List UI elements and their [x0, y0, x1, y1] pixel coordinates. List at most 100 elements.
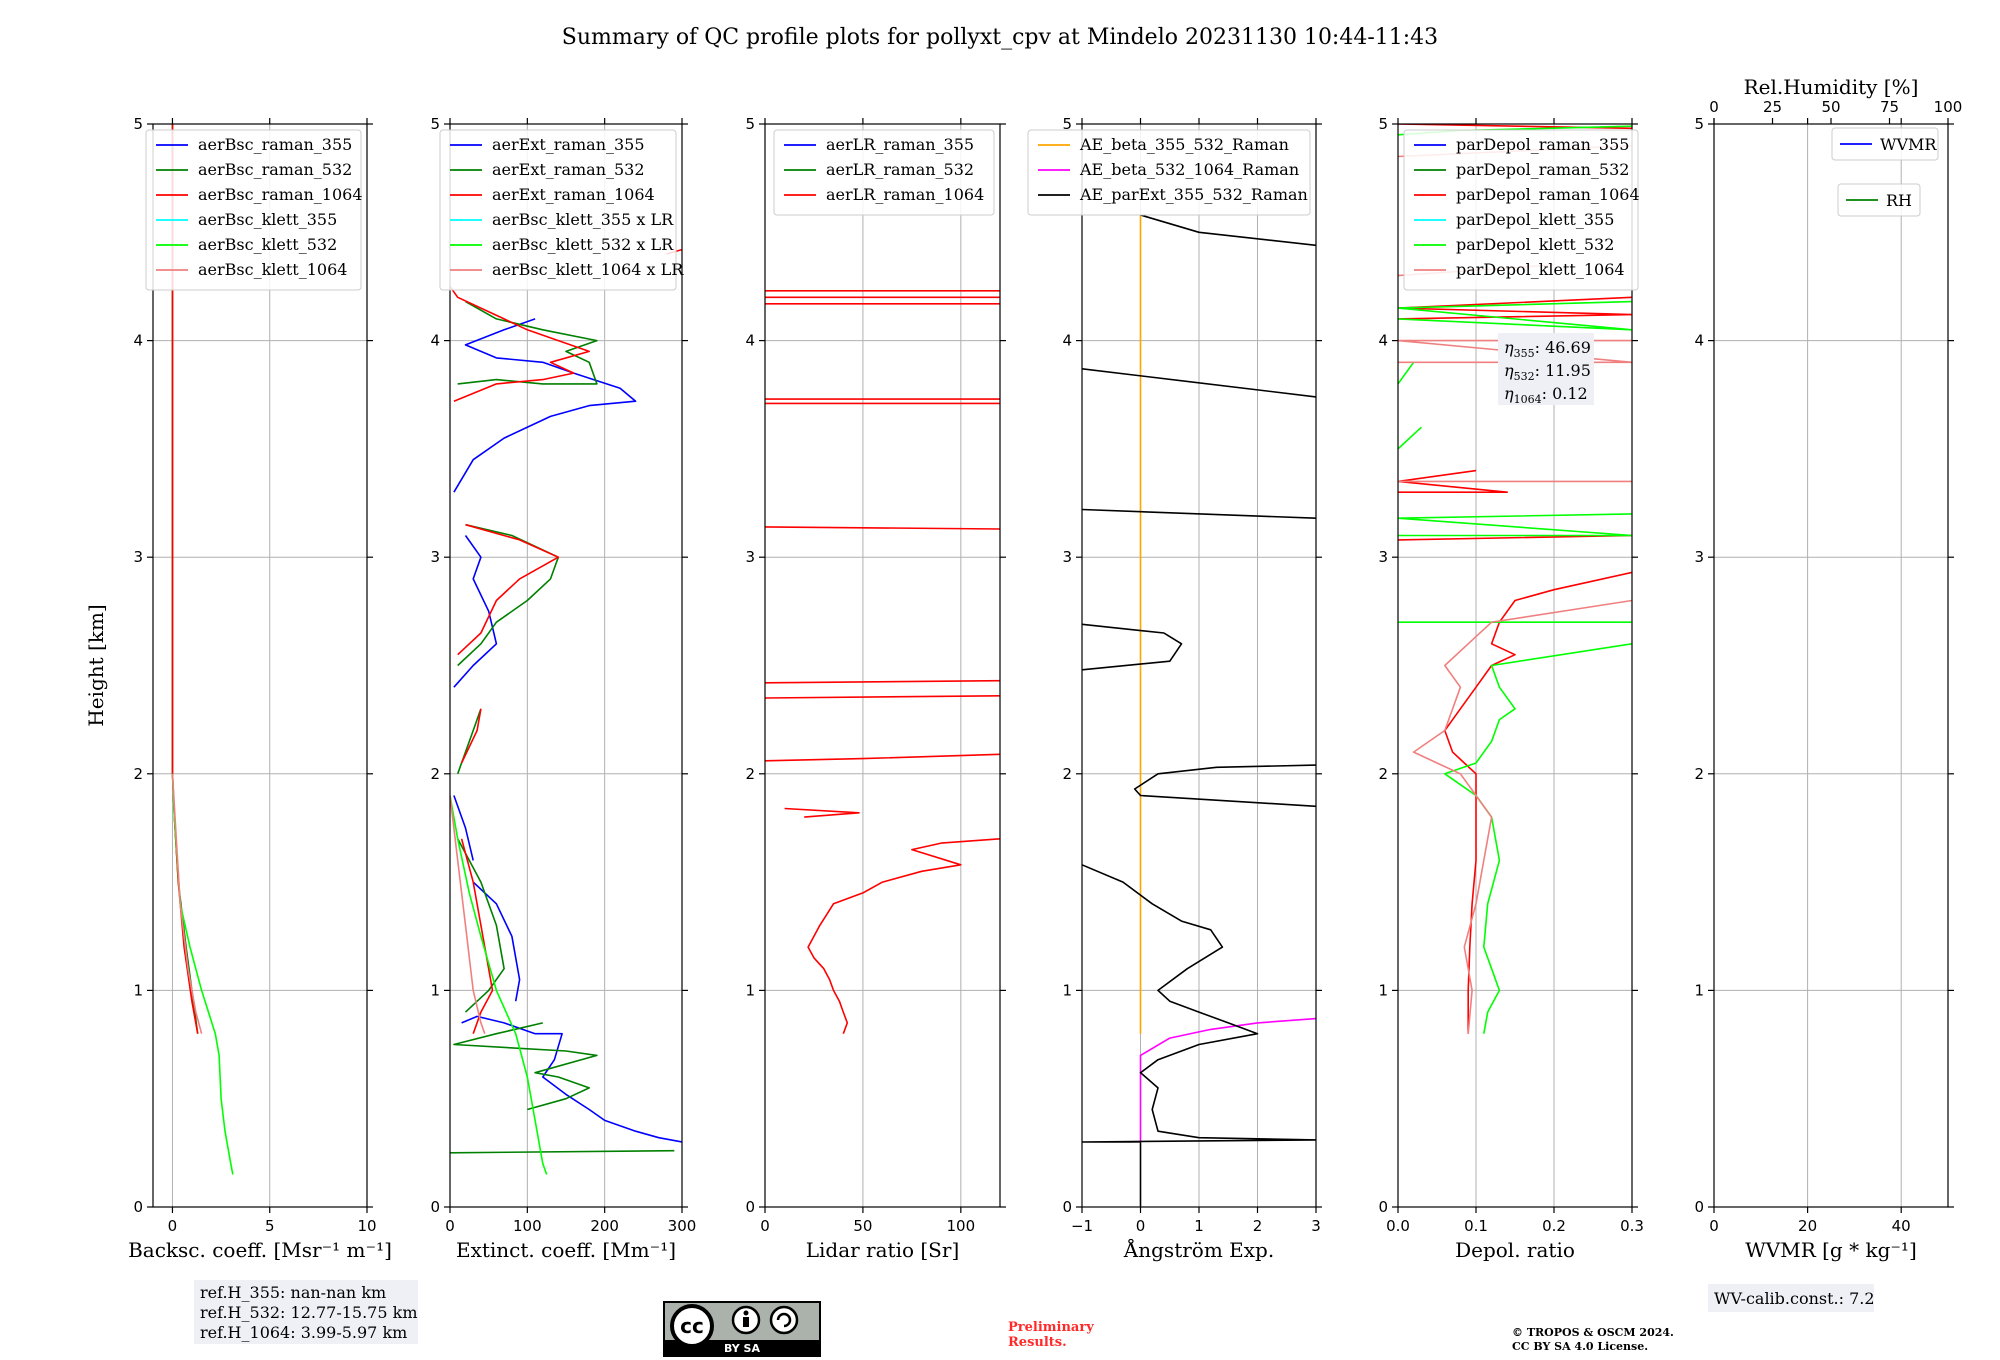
legend-entry-aerbsc-klett-355: aerBsc_klett_355 [198, 210, 337, 229]
y-tick-label: 1 [133, 981, 143, 999]
y-tick-label: 1 [1694, 981, 1704, 999]
x-tick-label: 0.0 [1386, 1217, 1410, 1235]
x-tick-label: −1 [1071, 1217, 1093, 1235]
series-group [450, 248, 682, 1175]
y-tick-label: 4 [1062, 332, 1072, 350]
y-tick-label: 4 [745, 332, 755, 350]
legend-entry-aerbsc-raman-1064: aerBsc_raman_1064 [198, 185, 363, 204]
legend-box [439, 129, 677, 291]
legend-entry-aerbsc-raman-355: aerBsc_raman_355 [198, 135, 352, 154]
x-tick-label: 10 [357, 1217, 376, 1235]
y-tick-label: 2 [1062, 765, 1072, 783]
y-tick-label: 3 [745, 548, 755, 566]
legend-box [773, 129, 995, 216]
series-line-aerbsc-klett-1064-x-lr [450, 795, 486, 1034]
legend-entry-aerbsc-raman-532: aerBsc_raman_532 [198, 160, 352, 179]
y-tick-label: 5 [1062, 115, 1072, 133]
x-tick-label: 2 [1253, 1217, 1263, 1235]
legend-entry-ae-beta-355-532-raman: AE_beta_355_532_Raman [1079, 135, 1289, 154]
legend-entry-aerbsc-klett-355-x-lr: aerBsc_klett_355 x LR [492, 210, 674, 229]
legend-box [1027, 129, 1311, 216]
x-tick-label: 0 [1709, 1217, 1719, 1235]
legend-entry-pardepol-raman-532: parDepol_raman_532 [1456, 160, 1629, 179]
plot-frame [1713, 123, 1949, 1208]
eta-value-532: η532: 11.95 [1504, 361, 1591, 383]
y-tick-label: 1 [1062, 981, 1072, 999]
ref-height-532: ref.H_532: 12.77-15.75 km [200, 1303, 418, 1322]
series-group [1082, 214, 1316, 1207]
preliminary-text-2: Results. [1008, 1335, 1067, 1350]
legend-entry-pardepol-klett-532: parDepol_klett_532 [1456, 235, 1614, 254]
ref-height-box: ref.H_355: nan-nan km ref.H_532: 12.77-1… [194, 1280, 418, 1344]
y-tick-label: 2 [1378, 765, 1388, 783]
y-axis-label: Height [km] [84, 604, 108, 726]
legend-entry-aerlr-raman-355: aerLR_raman_355 [826, 135, 974, 154]
x-tick-label: 1 [1194, 1217, 1204, 1235]
top-tick-label: 0 [1709, 98, 1719, 116]
x-axis-label: Ångström Exp. [1123, 1237, 1274, 1262]
x-tick-label: 50 [853, 1217, 872, 1235]
figure-title: Summary of QC profile plots for pollyxt_… [562, 25, 1438, 50]
copyright-text-2: CC BY SA 4.0 License. [1512, 1340, 1648, 1353]
top-tick-label: 100 [1934, 98, 1963, 116]
y-tick-label: 0 [745, 1198, 755, 1216]
ref-height-355: ref.H_355: nan-nan km [200, 1283, 386, 1302]
x-tick-label: 0 [1136, 1217, 1146, 1235]
legend-entry-rh: RH [1886, 191, 1912, 210]
series-line-aerext-raman-355 [453, 318, 682, 1143]
subplot-6: 0 20 40 0 1 2 3 4 5 WVMR [g * kg⁻¹] 0 25 50 75 100 Rel.… [1694, 75, 1962, 1262]
legend-entry-aerbsc-klett-1064-x-lr: aerBsc_klett_1064 x LR [492, 260, 684, 279]
plot-frame [764, 123, 1001, 1208]
plot-frame [152, 123, 368, 1208]
x-tick-label: 300 [668, 1217, 697, 1235]
series-line-aerbsc-klett-1064 [171, 773, 203, 1034]
y-tick-label: 1 [745, 981, 755, 999]
x-tick-label: 3 [1311, 1217, 1321, 1235]
y-tick-label: 4 [430, 332, 440, 350]
legend-box [1403, 129, 1639, 291]
x-tick-label: 40 [1892, 1217, 1911, 1235]
legend-entry-pardepol-raman-1064: parDepol_raman_1064 [1456, 185, 1640, 204]
legend-box [1837, 183, 1921, 217]
y-tick-label: 4 [1378, 332, 1388, 350]
legend-entry-aerlr-raman-532: aerLR_raman_532 [826, 160, 974, 179]
y-tick-label: 2 [133, 765, 143, 783]
legend-entry-wvmr: WVMR [1880, 135, 1937, 154]
y-tick-label: 3 [1694, 548, 1704, 566]
x-axis-label: Extinct. coeff. [Mm⁻¹] [456, 1238, 676, 1262]
legend-entry-ae-parext-355-532-raman: AE_parExt_355_532_Raman [1079, 185, 1308, 204]
subplot-2: 0 100 200 300 0 1 2 3 4 5 Extinct. coeff. [Mm⁻¹] ae… [430, 115, 696, 1262]
legend-rh: RH [1837, 183, 1921, 217]
x-tick-label: 0.2 [1542, 1217, 1566, 1235]
y-tick-label: 0 [1378, 1198, 1388, 1216]
y-tick-label: 4 [1694, 332, 1704, 350]
legend: aerLR_raman_355 aerLR_raman_532 aerLR_rama… [773, 129, 995, 216]
x-tick-label: 0.3 [1620, 1217, 1644, 1235]
y-tick-label: 5 [430, 115, 440, 133]
series-line-aerext-raman-1064 [450, 248, 682, 1034]
eta-value-355: η355: 46.69 [1504, 338, 1591, 360]
preliminary-text-1: Preliminary [1008, 1320, 1094, 1335]
subplot-3: 0 50 100 0 1 2 3 4 5 Lidar ratio [Sr] aerLR_raman_… [745, 115, 1006, 1262]
x-tick-label: 0 [760, 1217, 770, 1235]
y-tick-label: 5 [1694, 115, 1704, 133]
y-tick-label: 1 [430, 981, 440, 999]
top-axis-label: Rel.Humidity [%] [1744, 75, 1919, 99]
legend-entry-aerbsc-klett-532-x-lr: aerBsc_klett_532 x LR [492, 235, 674, 254]
top-tick-label: 25 [1763, 98, 1782, 116]
series-line-aerbsc-klett-532 [171, 773, 234, 1175]
legend: AE_beta_355_532_Raman AE_beta_532_1064_Ra… [1027, 129, 1311, 216]
legend-entry-aerbsc-klett-1064: aerBsc_klett_1064 [198, 260, 347, 279]
top-tick-label: 75 [1880, 98, 1899, 116]
legend: aerBsc_raman_355 aerBsc_raman_532 aerBsc_r… [145, 129, 363, 291]
x-axis-label: WVMR [g * kg⁻¹] [1745, 1238, 1917, 1262]
legend: parDepol_raman_355 parDepol_raman_532 parD… [1403, 129, 1640, 291]
y-tick-label: 0 [1694, 1198, 1704, 1216]
svg-text:cc: cc [680, 1314, 704, 1338]
y-tick-label: 2 [745, 765, 755, 783]
legend-entry-ae-beta-532-1064-raman: AE_beta_532_1064_Raman [1079, 160, 1299, 179]
legend-entry-pardepol-klett-1064: parDepol_klett_1064 [1456, 260, 1625, 279]
series-line-aerbsc-klett-532-x-lr [450, 795, 548, 1175]
